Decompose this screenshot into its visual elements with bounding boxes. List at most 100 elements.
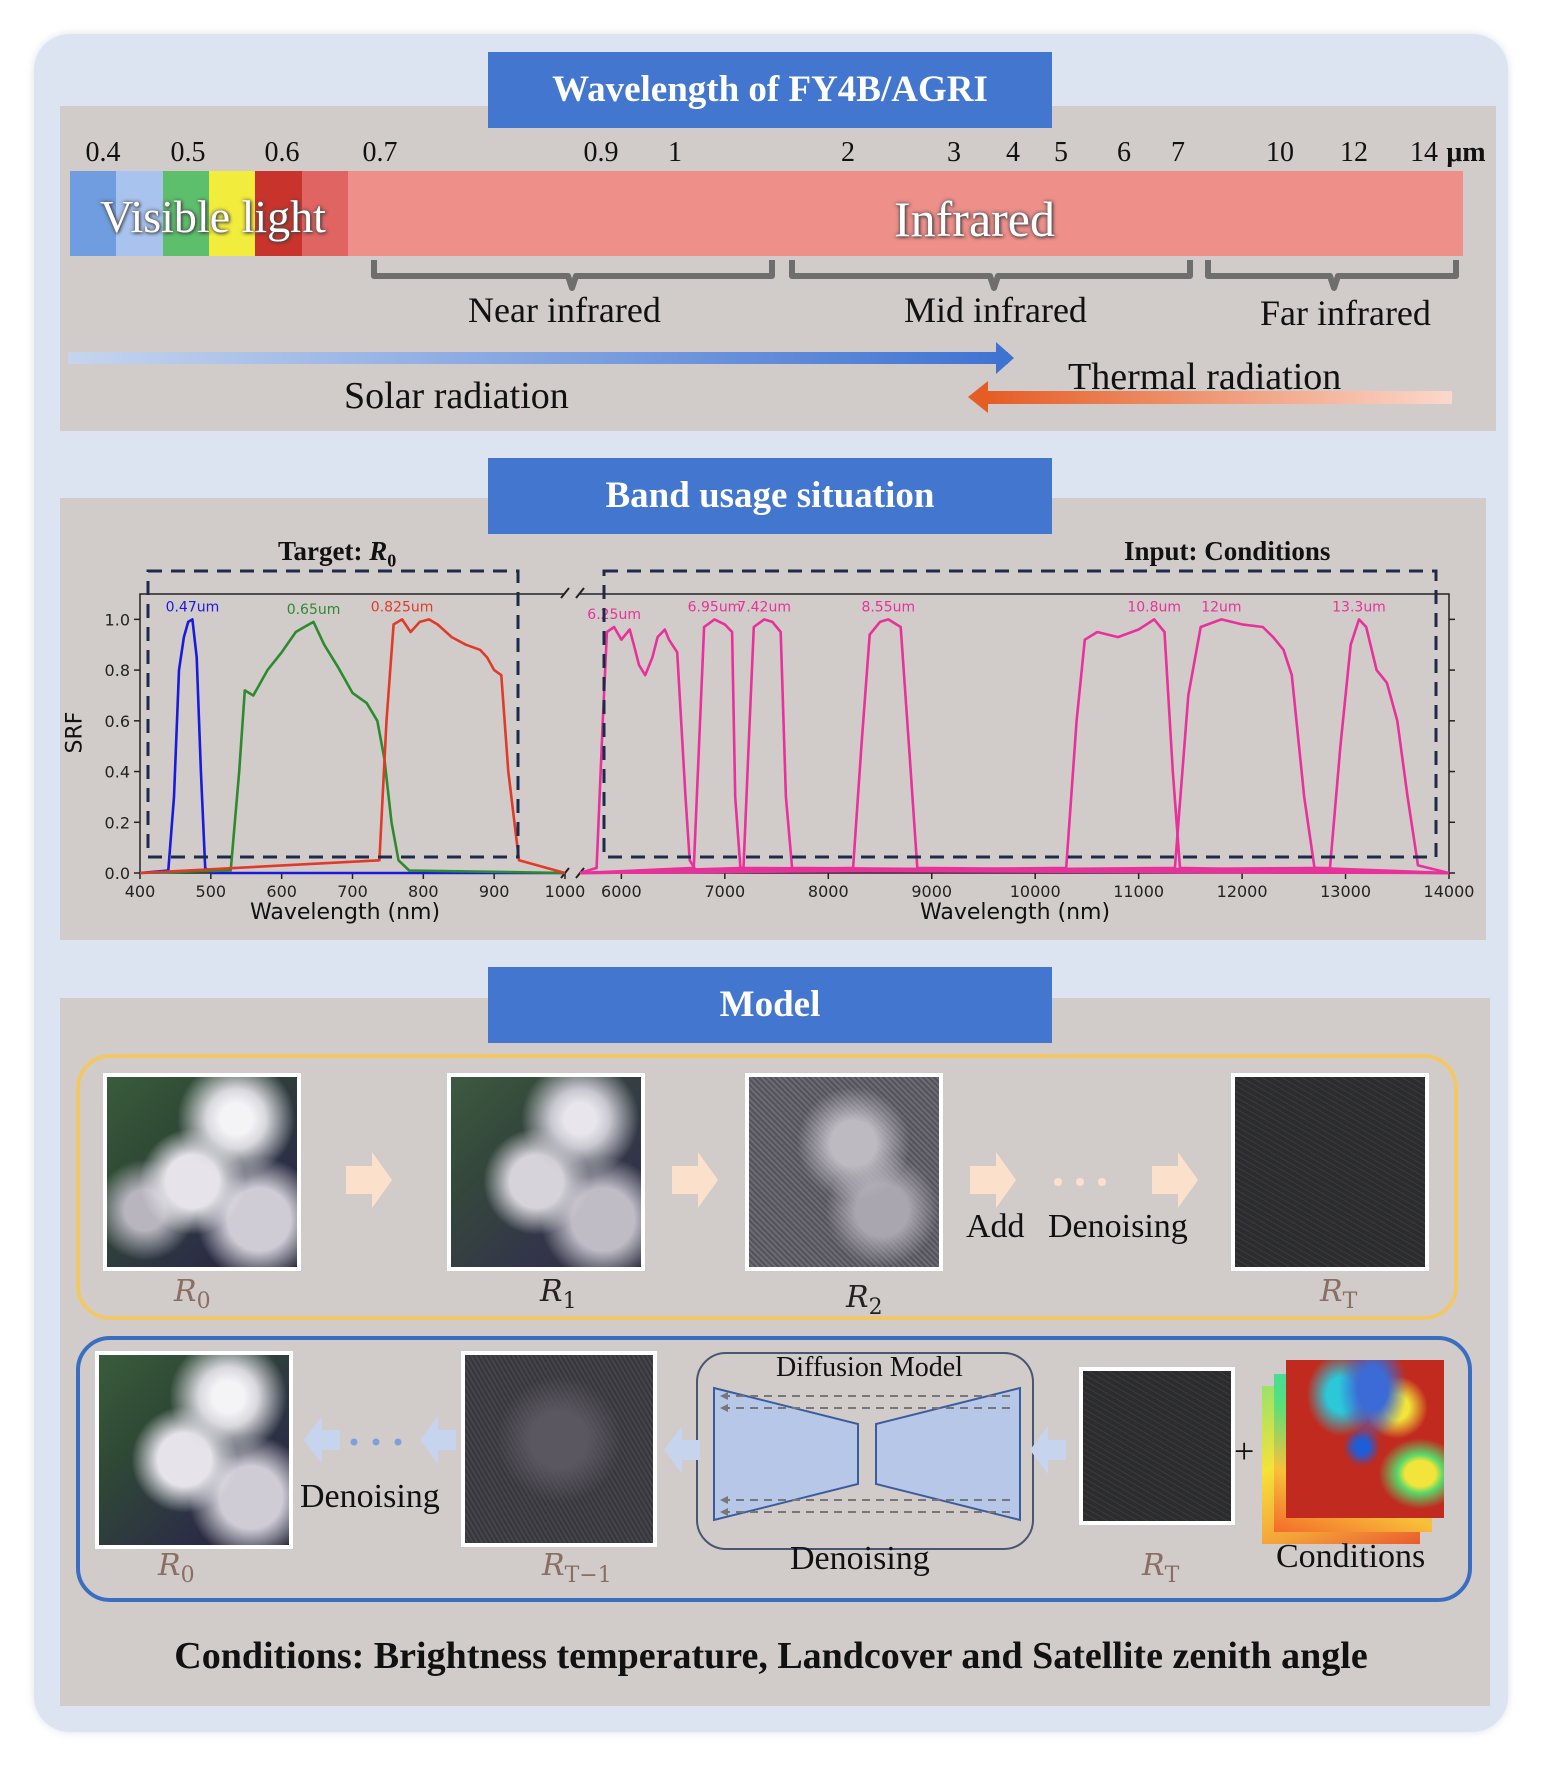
conditions-stack <box>1262 1360 1448 1546</box>
label-rt1: RT−1 <box>542 1548 612 1588</box>
right-xtick-label-2: 8000 <box>808 882 849 901</box>
image-r0-forward <box>102 1072 302 1272</box>
partially-denoised-image <box>465 1355 653 1543</box>
r0-sub: 0 <box>196 1289 211 1314</box>
thermal-radiation-arrow <box>968 381 1452 413</box>
r2-sub: 2 <box>868 1295 883 1320</box>
r2-text: R <box>846 1280 869 1315</box>
right-xtick-label-0: 6000 <box>601 882 642 901</box>
wavelength-tick-13: 12 <box>1340 137 1368 168</box>
wavelength-tick-3: 0.7 <box>362 137 398 168</box>
left-xtick-label-2: 600 <box>266 882 297 901</box>
right-series-4 <box>579 618 1450 875</box>
forward-arrow-2 <box>672 1152 718 1208</box>
axis-break-top-2 <box>575 587 585 599</box>
visible-spectrum-bar <box>70 171 348 256</box>
target-label-text: Target: <box>278 536 370 566</box>
thermal-radiation-label: Thermal radiation <box>1068 356 1342 398</box>
image-r0-reverse <box>94 1350 294 1550</box>
spectrum-color-2 <box>162 171 209 256</box>
image-rt-forward <box>1230 1072 1430 1272</box>
encoder-trapezoid <box>713 1386 859 1522</box>
label-r2: R2 <box>846 1280 883 1320</box>
wavelength-panel <box>60 106 1496 431</box>
axis-break-top-1 <box>560 587 570 599</box>
input-conditions-label: Input: Conditions <box>1124 536 1331 566</box>
noisy-cloud-image-2 <box>749 1077 939 1267</box>
target-math: R <box>369 536 388 566</box>
right-series-label-3: 8.55um <box>861 599 915 615</box>
rt1-sub: T−1 <box>564 1563 612 1588</box>
wavelength-tick-8: 4 <box>1006 137 1020 168</box>
near-infrared-label: Near infrared <box>468 290 661 330</box>
left-xtick-label-3: 700 <box>337 882 368 901</box>
near-infrared-bracket <box>371 260 775 291</box>
left-xtick-label-1: 500 <box>196 882 227 901</box>
right-axes-frame <box>580 593 1450 874</box>
solar-radiation-arrow <box>68 342 1014 374</box>
wavelength-tick-0: 0.4 <box>85 137 121 168</box>
image-r2 <box>744 1072 944 1272</box>
rt1-text: R <box>542 1548 565 1583</box>
r1-sub: 1 <box>562 1289 577 1314</box>
wavelength-tick-9: 5 <box>1054 137 1068 168</box>
left-series-1 <box>139 620 566 875</box>
wavelength-tick-10: 6 <box>1117 137 1131 168</box>
mid-infrared-bracket <box>789 260 1193 291</box>
reverse-arrow-4 <box>304 1416 340 1464</box>
reverse-arrow-1 <box>1030 1426 1066 1474</box>
left-series-label-2: 0.825um <box>371 599 434 615</box>
image-rt1 <box>460 1350 658 1548</box>
diffusion-model-label: Diffusion Model <box>776 1352 963 1383</box>
r0-rev-sub: 0 <box>180 1563 195 1588</box>
ytick-label-4: 0.8 <box>105 661 130 680</box>
target-sub: 0 <box>387 550 397 571</box>
left-series-label-1: 0.65um <box>287 602 341 618</box>
left-xtick-label-6: 1000 <box>545 882 586 901</box>
wavelength-title: Wavelength of FY4B/AGRI <box>488 52 1052 128</box>
r1-text: R <box>540 1274 563 1309</box>
decoder-trapezoid <box>875 1386 1021 1522</box>
r0-text: R <box>174 1274 197 1309</box>
model-denoising-label: Denoising <box>790 1540 930 1577</box>
forward-denoising-label: Denoising <box>1048 1208 1188 1245</box>
rt-sub: T <box>1342 1289 1358 1314</box>
right-series-5 <box>579 618 1450 875</box>
pure-noise-image <box>1235 1077 1425 1267</box>
label-rt-forward: RT <box>1320 1274 1357 1314</box>
wavelength-tick-2: 0.6 <box>264 137 300 168</box>
rt-text: R <box>1320 1274 1343 1309</box>
input-dashed-box <box>602 569 1438 859</box>
right-series-label-4: 10.8um <box>1127 599 1181 615</box>
reverse-process-box <box>76 1336 1472 1602</box>
forward-arrow-3 <box>970 1152 1016 1208</box>
far-infrared-label: Far infrared <box>1260 293 1431 333</box>
infrared-bar <box>348 171 1463 256</box>
right-series-2 <box>579 618 1450 875</box>
brightness-temperature-layer <box>1286 1360 1444 1518</box>
wavelength-tick-4: 0.9 <box>583 137 619 168</box>
reverse-denoising-label: Denoising <box>300 1478 440 1515</box>
infrared-label: Infrared <box>894 191 1055 247</box>
label-rt-reverse: RT <box>1142 1548 1179 1588</box>
rt-rev-sub: T <box>1164 1563 1180 1588</box>
clean-cloud-image <box>107 1077 297 1267</box>
right-series-label-0: 6.25um <box>587 607 641 623</box>
wavelength-tick-5: 1 <box>668 137 682 168</box>
right-xtick-label-7: 13000 <box>1320 882 1371 901</box>
wavelength-tick-14: 14 <box>1410 137 1438 168</box>
left-series-2 <box>139 618 566 875</box>
model-title: Model <box>488 967 1052 1043</box>
r0-rev-text: R <box>158 1548 181 1583</box>
spectrum-color-5 <box>301 171 348 256</box>
spectrum-color-4 <box>255 171 302 256</box>
conditions-label: Conditions <box>1276 1538 1426 1575</box>
band-usage-title: Band usage situation <box>488 458 1052 534</box>
left-xtick-label-0: 400 <box>125 882 156 901</box>
micrometer-unit: μm <box>1446 137 1486 168</box>
right-xtick-label-1: 7000 <box>704 882 745 901</box>
reverse-arrow-2 <box>664 1426 700 1474</box>
